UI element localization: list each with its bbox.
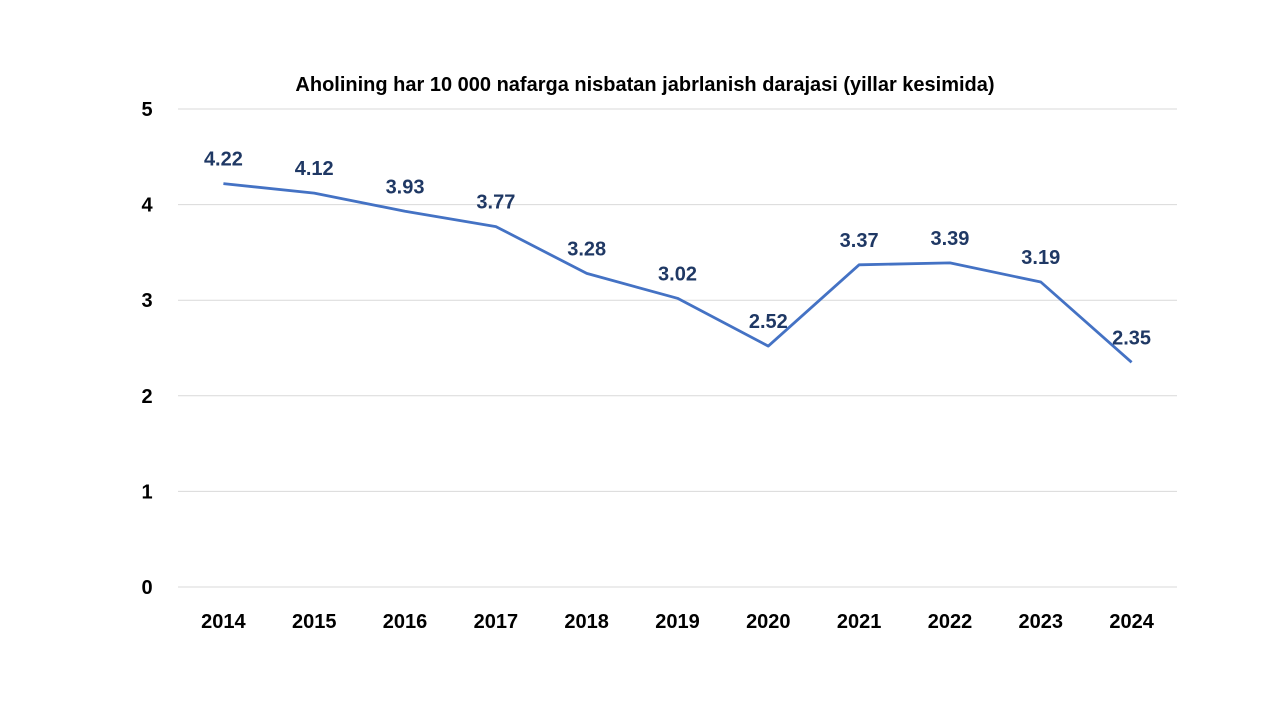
data-label: 2.35	[1112, 327, 1151, 349]
y-tick-label: 4	[141, 195, 153, 217]
series-line	[223, 182, 1133, 364]
data-labels: 4.22 4.12 3.93 3.77 3.28 3.02 2.52 3.37 3.39 3.19…	[204, 149, 1151, 350]
data-label: 3.39	[930, 228, 969, 250]
x-tick-label: 2019	[655, 611, 700, 633]
x-tick-label: 2022	[928, 611, 973, 633]
y-tick-label: 1	[141, 481, 152, 503]
data-label: 3.77	[476, 192, 515, 214]
y-tick-label: 5	[141, 99, 152, 121]
x-tick-label: 2014	[201, 611, 246, 633]
y-tick-label: 2	[141, 386, 152, 408]
x-axis: 2014 2015 2016 2017 2018 2019 2020 2021 2022 2023…	[201, 611, 1155, 633]
data-label: 3.02	[658, 263, 697, 285]
x-tick-label: 2016	[383, 611, 428, 633]
x-tick-label: 2018	[564, 611, 609, 633]
data-label: 3.19	[1021, 247, 1060, 269]
x-tick-label: 2023	[1019, 611, 1064, 633]
data-label: 3.37	[840, 230, 879, 252]
series-line-group	[223, 182, 1133, 364]
x-tick-label: 2015	[292, 611, 337, 633]
gridlines	[178, 108, 1177, 588]
data-label: 3.28	[567, 238, 606, 260]
x-tick-label: 2020	[746, 611, 791, 633]
x-tick-label: 2017	[474, 611, 519, 633]
x-tick-label: 2024	[1109, 611, 1154, 633]
y-tick-label: 0	[141, 577, 152, 599]
x-tick-label: 2021	[837, 611, 882, 633]
y-axis: 0 1 2 3 4 5	[141, 99, 153, 599]
chart-title: Aholining har 10 000 nafarga nisbatan ja…	[295, 74, 994, 96]
data-label: 4.22	[204, 149, 243, 171]
data-label: 4.12	[295, 158, 334, 180]
data-label: 2.52	[749, 311, 788, 333]
data-label: 3.93	[386, 176, 425, 198]
y-tick-label: 3	[141, 290, 152, 312]
